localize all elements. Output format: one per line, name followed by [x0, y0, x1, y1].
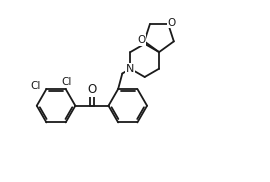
Text: O: O: [87, 83, 97, 96]
Text: Cl: Cl: [62, 77, 72, 86]
Text: O: O: [137, 35, 145, 45]
Text: O: O: [167, 18, 176, 28]
Text: N: N: [126, 64, 134, 74]
Text: Cl: Cl: [31, 81, 41, 91]
